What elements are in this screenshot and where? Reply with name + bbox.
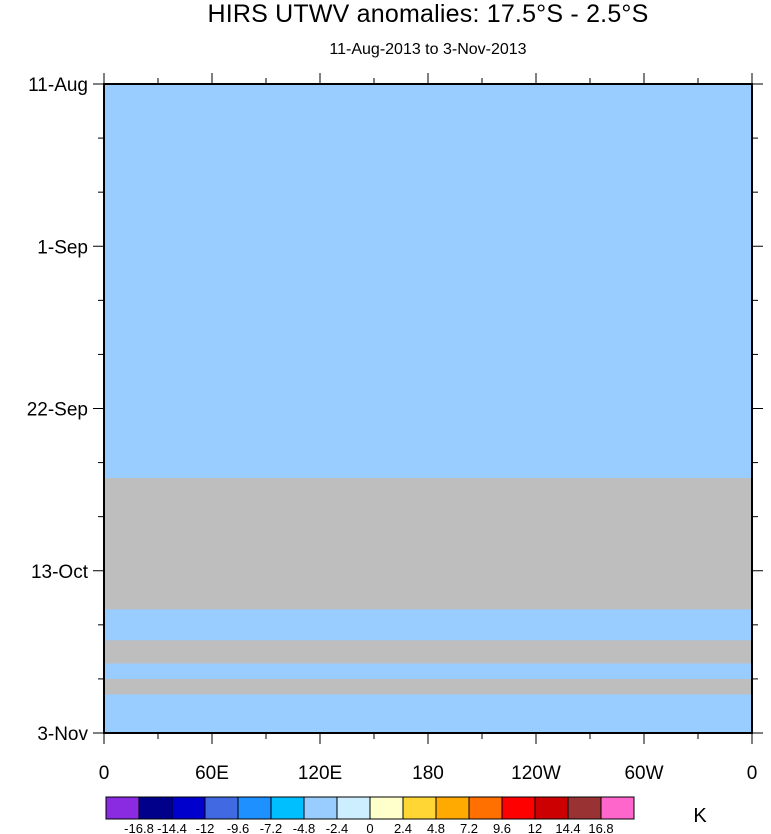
colorbar-box [336, 796, 371, 820]
colorbar-box [600, 796, 635, 820]
x-tick-label: 0 [99, 763, 110, 784]
colorbar-box [501, 796, 536, 820]
colorbar-label: 7.2 [460, 821, 478, 834]
colorbar-box [435, 796, 470, 820]
anomaly-field [104, 84, 752, 733]
y-tick-label: 1-Sep [37, 237, 88, 258]
y-tick-label: 13-Oct [31, 562, 89, 583]
colorbar-label: 0 [366, 821, 373, 834]
colorbar-label: 12 [528, 821, 542, 834]
colorbar-box [138, 796, 173, 820]
y-axis: 11-Aug 1-Sep 22-Sep 13-Oct 3-Nov [27, 75, 763, 745]
colorbar-box [468, 796, 503, 820]
colorbar-box [303, 796, 338, 820]
colorbar: -16.8 -14.4 -12 -9.6 -7.2 -4.8 -2.4 0 2.4 4.8 7.2 9… [105, 796, 635, 834]
colorbar-label: 9.6 [493, 821, 511, 834]
colorbar-label: 16.8 [588, 821, 613, 834]
y-tick-label: 22-Sep [27, 400, 88, 421]
missing-band-0 [104, 478, 752, 610]
x-tick-label: 60E [195, 763, 229, 784]
missing-data-bands [104, 478, 752, 695]
colorbar-box [105, 796, 140, 820]
chart-title: HIRS UTWV anomalies: 17.5°S - 2.5°S [207, 0, 649, 28]
missing-band-2 [104, 678, 752, 695]
y-tick-label: 11-Aug [28, 75, 88, 96]
colorbar-box [534, 796, 569, 820]
x-tick-label: 180 [412, 763, 444, 784]
colorbar-label: 4.8 [427, 821, 445, 834]
colorbar-box [171, 796, 206, 820]
x-tick-label: 60W [624, 763, 663, 784]
colorbar-label: 2.4 [394, 821, 412, 834]
x-tick-label: 120E [298, 763, 342, 784]
colorbar-label: -9.6 [227, 821, 249, 834]
x-tick-label: 120W [511, 763, 561, 784]
missing-band-1 [104, 640, 752, 664]
colorbar-label: -7.2 [260, 821, 282, 834]
colorbar-label: -2.4 [326, 821, 348, 834]
plot-area [103, 83, 753, 734]
colorbar-label: -12 [196, 821, 215, 834]
y-tick-label: 3-Nov [37, 724, 88, 745]
colorbar-box [369, 796, 404, 820]
colorbar-box [237, 796, 272, 820]
x-axis: 0 60E 120E 180 120W 60W 0 [99, 73, 758, 784]
colorbar-label: 14.4 [555, 821, 580, 834]
colorbar-label: -14.4 [157, 821, 187, 834]
x-tick-label: 0 [747, 763, 758, 784]
colorbar-box [567, 796, 602, 820]
colorbar-units: K [693, 805, 707, 827]
colorbar-label: -16.8 [124, 821, 154, 834]
colorbar-box [270, 796, 305, 820]
colorbar-box [204, 796, 239, 820]
colorbar-box [402, 796, 437, 820]
chart-subtitle: 11-Aug-2013 to 3-Nov-2013 [329, 41, 527, 58]
colorbar-label: -4.8 [293, 821, 315, 834]
